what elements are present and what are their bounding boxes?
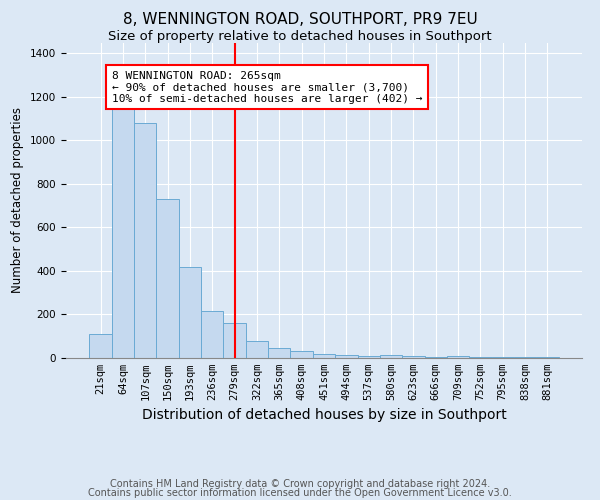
Bar [246,341,268,357]
Bar [358,356,380,358]
X-axis label: Distribution of detached houses by size in Southport: Distribution of detached houses by size … [142,408,506,422]
Bar [179,268,201,358]
Bar [157,199,179,358]
Bar [223,322,246,358]
Text: Contains public sector information licensed under the Open Government Licence v3: Contains public sector information licen… [88,488,512,498]
Text: 8, WENNINGTON ROAD, SOUTHPORT, PR9 7EU: 8, WENNINGTON ROAD, SOUTHPORT, PR9 7EU [122,12,478,28]
Text: Contains HM Land Registry data © Crown copyright and database right 2024.: Contains HM Land Registry data © Crown c… [110,479,490,489]
Bar [201,311,223,358]
Bar [447,356,469,358]
Bar [425,357,447,358]
Y-axis label: Number of detached properties: Number of detached properties [11,107,25,293]
Text: Size of property relative to detached houses in Southport: Size of property relative to detached ho… [108,30,492,43]
Bar [112,108,134,358]
Bar [402,356,425,358]
Text: 8 WENNINGTON ROAD: 265sqm
← 90% of detached houses are smaller (3,700)
10% of se: 8 WENNINGTON ROAD: 265sqm ← 90% of detac… [112,70,422,104]
Bar [89,334,112,357]
Bar [268,348,290,358]
Bar [290,351,313,358]
Bar [335,355,358,358]
Bar [313,354,335,358]
Bar [380,355,402,358]
Bar [134,123,157,358]
